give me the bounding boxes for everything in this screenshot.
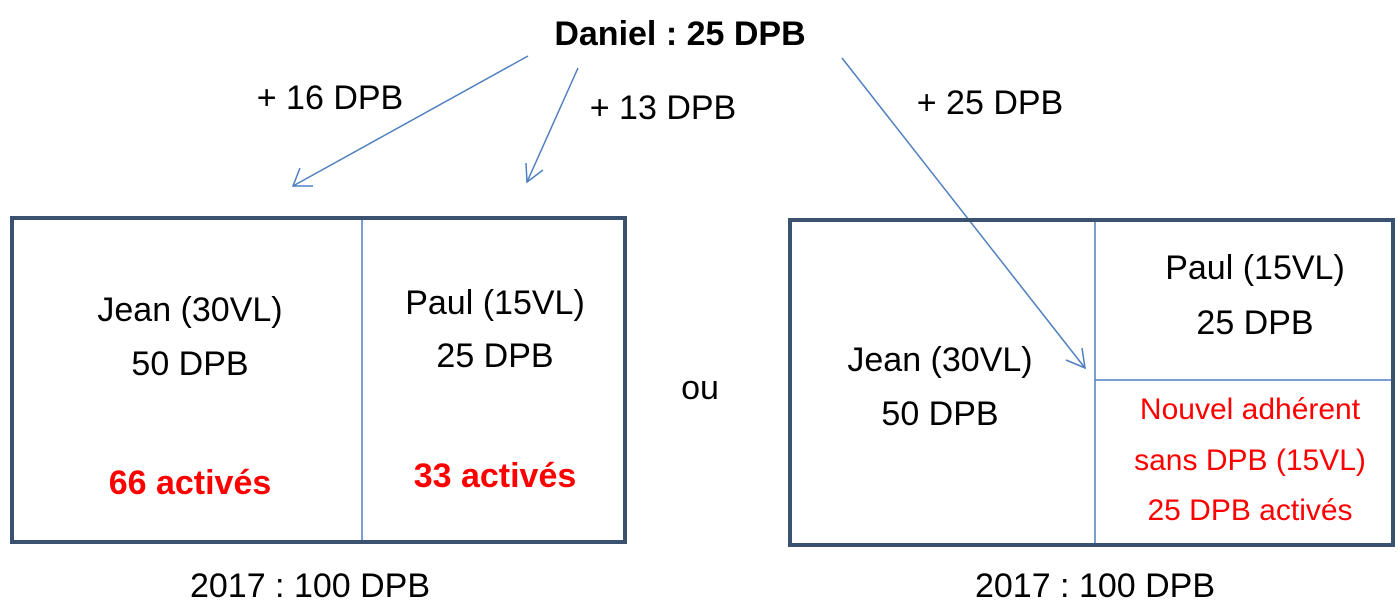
member-dpb: 50 DPB (881, 395, 998, 433)
transfer-label: + 16 DPB (257, 79, 403, 117)
panel-border (788, 218, 1395, 547)
member-dpb: 25 DPB (1196, 304, 1313, 342)
activated: 33 activés (414, 457, 577, 495)
member-name: Jean (30VL) (847, 341, 1032, 379)
new-member: 25 DPB activés (1147, 494, 1352, 527)
member-dpb: 25 DPB (436, 337, 553, 375)
transfer-label: + 13 DPB (590, 89, 736, 127)
title: Daniel : 25 DPB (554, 15, 805, 53)
activated: 66 activés (109, 464, 272, 502)
new-member: Nouvel adhérent (1140, 393, 1361, 426)
arrow-head (525, 162, 544, 184)
separator: ou (681, 369, 719, 407)
transfer-label: + 25 DPB (917, 84, 1063, 122)
arrow (841, 57, 1086, 369)
member-name: Paul (15VL) (1165, 249, 1345, 287)
arrow-head (1065, 347, 1086, 370)
member-dpb: 50 DPB (131, 345, 248, 383)
arrow-head (291, 167, 313, 187)
footer: 2017 : 100 DPB (975, 567, 1215, 605)
right-panel: Jean (30VL) 50 DPB Paul (15VL) 25 DPB No… (788, 218, 1395, 547)
left-panel: Jean (30VL) 50 DPB 66 activés Paul (15VL… (10, 216, 627, 544)
arrow (292, 55, 529, 187)
new-member: sans DPB (15VL) (1134, 444, 1366, 477)
member-name: Jean (30VL) (97, 291, 282, 329)
footer: 2017 : 100 DPB (190, 567, 430, 605)
arrow (526, 67, 579, 183)
panel-border (10, 216, 627, 544)
arrows (291, 55, 1086, 370)
member-name: Paul (15VL) (405, 284, 585, 322)
